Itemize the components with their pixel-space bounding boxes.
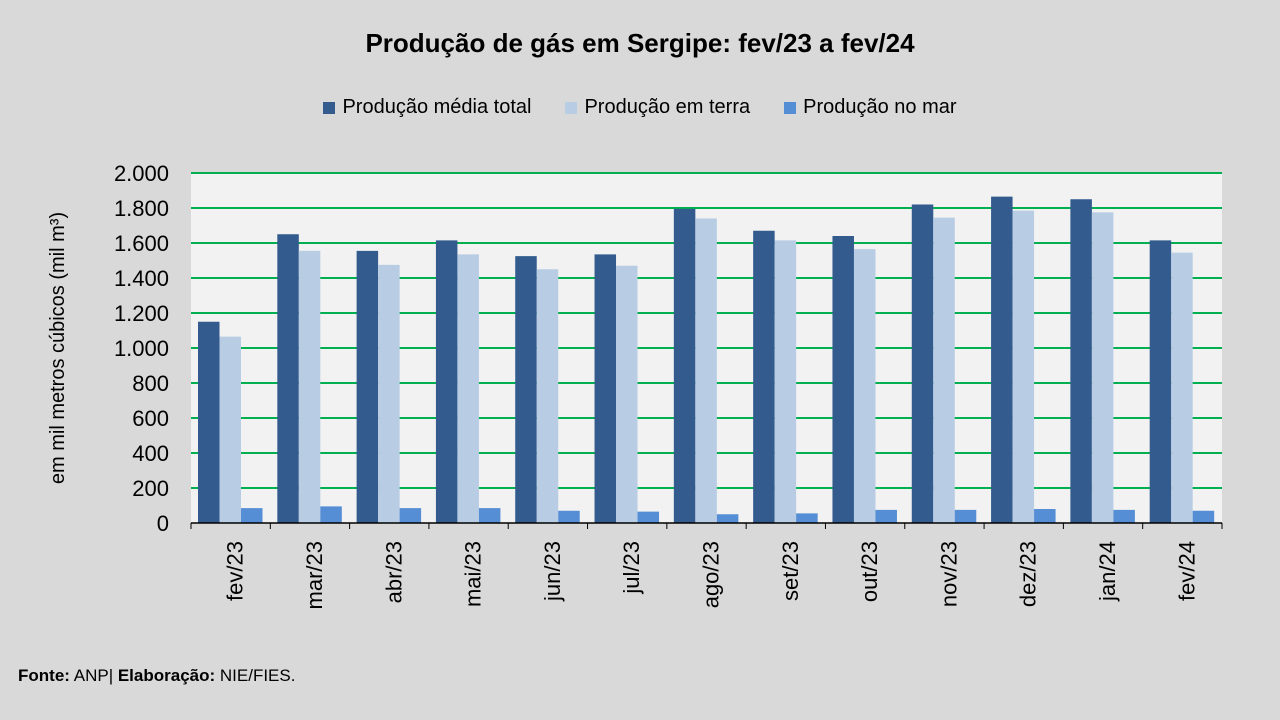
y-tick-label: 200 (132, 476, 169, 501)
bar-mar (637, 511, 660, 523)
y-tick-label: 1.200 (114, 301, 169, 326)
bar-total (515, 256, 537, 523)
bar-mar (1192, 510, 1215, 523)
bar-total (594, 254, 617, 523)
bar-terra (616, 265, 638, 523)
legend-item-terra: Produção em terra (565, 96, 750, 119)
y-tick-label: 1.600 (114, 231, 169, 256)
source-label: Fonte: (18, 666, 70, 685)
bar-terra (1012, 210, 1035, 523)
x-tick-label: abr/23 (381, 541, 406, 603)
credit-label: Elaboração: (117, 666, 216, 685)
bar-mar (241, 508, 263, 523)
bar-total (277, 234, 299, 523)
x-tick-label: out/23 (857, 541, 882, 602)
bar-total (356, 250, 379, 523)
bar-mar (558, 510, 580, 523)
y-tick-label: 400 (132, 441, 169, 466)
legend-label-total: Produção média total (342, 96, 532, 118)
legend-label-mar: Produção no mar (803, 96, 957, 118)
bar-mar (399, 508, 422, 523)
legend-label-terra: Produção em terra (584, 96, 751, 118)
legend-item-total: Produção média total (323, 96, 531, 119)
bar-terra (219, 336, 241, 523)
y-tick-label: 800 (132, 371, 169, 396)
chart-footer: Fonte: ANP| Elaboração: NIE/FIES. (18, 666, 295, 686)
bar-terra (298, 250, 321, 523)
bar-mar (320, 506, 342, 523)
bar-total (832, 236, 854, 523)
bar-terra (378, 264, 400, 523)
bar-chart: 0 200 400 600 800 1.000 1.200 1.400 1.600 1.800 2.… (47, 161, 1223, 609)
source-value: ANP| (73, 666, 114, 685)
x-tick-label: jul/23 (619, 541, 644, 595)
x-tick-label: ago/23 (699, 541, 724, 608)
bar-mar (875, 509, 897, 523)
bar-mar (1034, 509, 1056, 523)
bar-total (1149, 240, 1172, 523)
chart-title: Produção de gás em Sergipe: fev/23 a fev… (365, 28, 915, 58)
credit-value: NIE/FIES. (219, 666, 296, 685)
bar-terra (933, 217, 955, 523)
x-tick-label: mar/23 (302, 541, 327, 609)
y-axis-label: em mil metros cúbicos (mil m³) (47, 212, 69, 484)
y-tick-label: 600 (132, 406, 169, 431)
bar-total (198, 321, 220, 523)
y-tick-label: 1.400 (114, 266, 169, 291)
legend-item-mar: Produção no mar (784, 96, 957, 119)
bar-terra (1091, 212, 1114, 523)
y-tick-label: 1.000 (114, 336, 169, 361)
bar-total (911, 204, 934, 523)
bar-total (753, 230, 775, 523)
bar-total (991, 196, 1013, 523)
y-tick-label: 0 (157, 511, 169, 536)
bar-terra (1171, 252, 1193, 523)
x-tick-label: jun/23 (540, 541, 565, 602)
bar-mar (1113, 509, 1135, 523)
bar-terra (457, 254, 479, 523)
bar-terra (536, 269, 559, 523)
y-tick-label: 1.800 (114, 196, 169, 221)
bar-mar (796, 513, 818, 523)
bar-total (435, 240, 458, 523)
bar-terra (774, 240, 797, 523)
x-tick-label: mai/23 (461, 541, 486, 607)
bar-total (1070, 199, 1092, 523)
legend-swatch-mar (784, 101, 797, 114)
y-tick-label: 2.000 (114, 161, 169, 186)
x-tick-label: set/23 (778, 541, 803, 601)
x-tick-label: dez/23 (1016, 541, 1041, 607)
bar-total (673, 208, 696, 523)
bar-terra (695, 218, 717, 523)
chart-legend: Produção média total Produção em terra P… (0, 96, 1280, 119)
bar-mar (478, 508, 501, 523)
x-tick-label: nov/23 (936, 541, 961, 607)
x-tick-label: fev/24 (1174, 541, 1199, 601)
bar-mar (716, 514, 739, 523)
bar-mar (954, 509, 977, 523)
legend-swatch-total (323, 101, 336, 114)
x-tick-label: jan/24 (1095, 541, 1120, 602)
legend-swatch-terra (565, 101, 578, 114)
x-tick-label: fev/23 (223, 541, 248, 601)
bar-terra (853, 249, 876, 523)
